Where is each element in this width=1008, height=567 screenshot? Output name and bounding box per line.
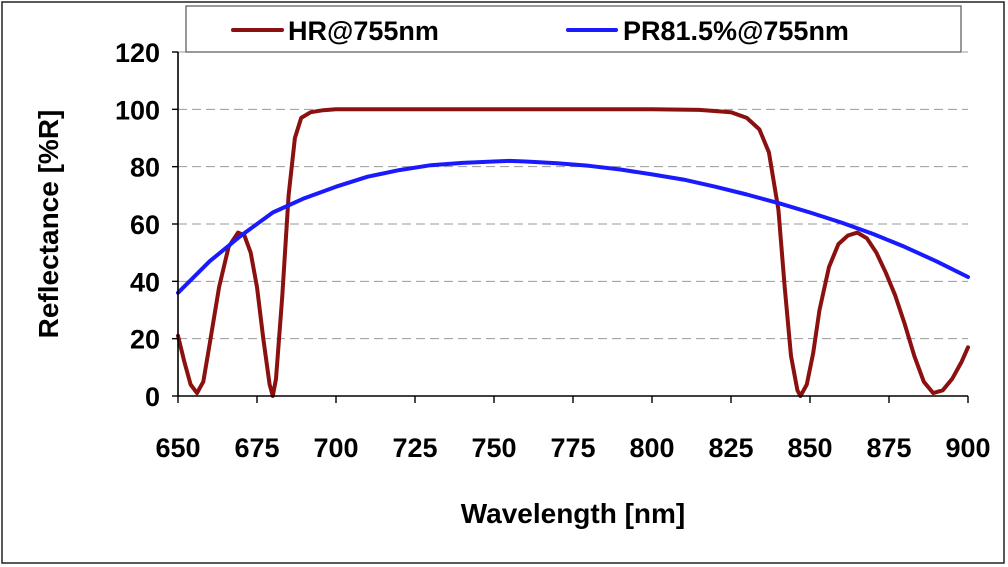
series-line-pr81-5-755nm	[176, 158, 970, 295]
y-tick-label-0: 0	[145, 382, 160, 412]
y-tick-label-80: 80	[130, 153, 160, 183]
x-tick-label-650: 650	[155, 433, 200, 463]
series-line-hr-755nm	[176, 107, 970, 398]
x-tick-label-900: 900	[945, 433, 990, 463]
legend-label-pr: PR81.5%@755nm	[623, 16, 849, 46]
x-tick-label-800: 800	[629, 433, 674, 463]
y-tick-label-20: 20	[130, 325, 160, 355]
x-tick-label-675: 675	[234, 433, 279, 463]
x-axis-title: Wavelength [nm]	[461, 498, 686, 529]
x-tick-label-825: 825	[708, 433, 753, 463]
y-tick-label-60: 60	[130, 210, 160, 240]
x-tick-label-875: 875	[866, 433, 911, 463]
y-axis-title: Reflectance [%R]	[33, 110, 64, 339]
x-tick-label-750: 750	[471, 433, 516, 463]
y-axis-ticks: 0 20 40 60 80 100 120	[115, 38, 178, 412]
y-tick-label-100: 100	[115, 95, 160, 125]
y-tick-label-40: 40	[130, 267, 160, 297]
y-tick-label-120: 120	[115, 38, 160, 68]
x-axis-ticks: 650 675 700 725 750 775 800 825 850 875 900	[155, 396, 991, 463]
legend: HR@755nm PR81.5%@755nm	[185, 5, 962, 53]
series-lines	[176, 107, 970, 398]
x-tick-label-725: 725	[392, 433, 437, 463]
x-tick-label-700: 700	[313, 433, 358, 463]
legend-label-hr: HR@755nm	[288, 16, 439, 46]
x-tick-label-850: 850	[787, 433, 832, 463]
x-tick-label-775: 775	[550, 433, 595, 463]
